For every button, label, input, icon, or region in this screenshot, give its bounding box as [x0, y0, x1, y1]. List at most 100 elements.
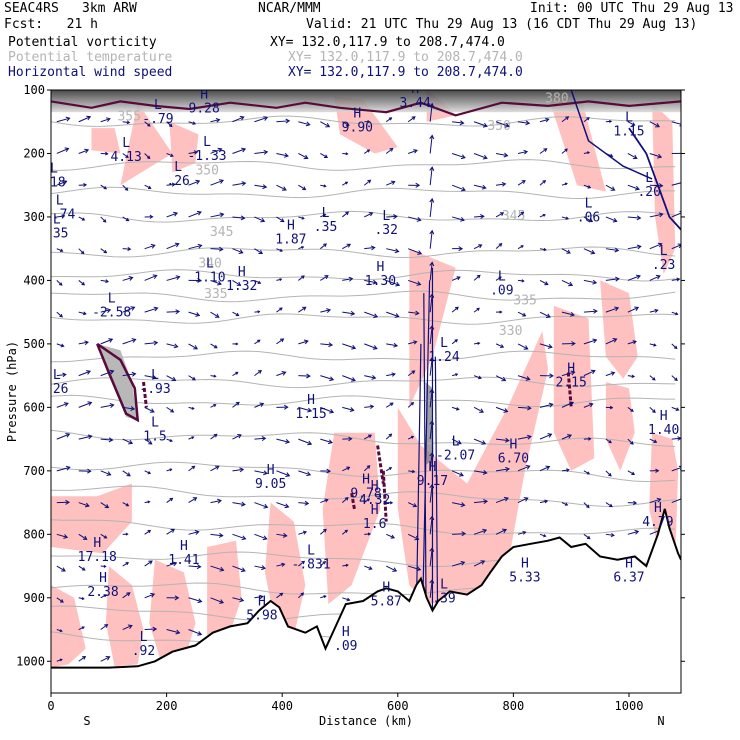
wind-vector: [605, 216, 617, 222]
wind-vector: [254, 565, 266, 569]
wind-arrowhead: [478, 244, 483, 249]
wind-vector: [100, 309, 111, 313]
wind-arrowhead: [218, 532, 224, 538]
wind-arrowhead: [460, 560, 466, 566]
wind-vector: [56, 402, 69, 408]
wind-arrowhead: [173, 211, 179, 217]
wind-arrowhead: [612, 217, 618, 223]
wind-arrowhead: [196, 210, 202, 216]
wind-arrowhead: [106, 471, 112, 476]
wind-vector: [539, 311, 551, 318]
wind-arrowhead: [192, 121, 197, 125]
wind-vector: [364, 212, 373, 218]
pv-fill-patch: [605, 382, 635, 471]
wind-arrowhead: [284, 152, 289, 158]
wind-arrowhead: [170, 528, 176, 533]
wind-vector: [276, 592, 283, 599]
wind-vector: [166, 562, 177, 567]
wind-vector: [473, 560, 485, 567]
wind-arrowhead: [372, 279, 378, 285]
wind-vector: [671, 375, 678, 381]
wind-vector: [495, 212, 504, 218]
wind-vector: [188, 121, 196, 125]
wind-arrowhead: [567, 434, 572, 439]
wind-vector: [232, 311, 239, 316]
wind-vector: [232, 182, 246, 186]
wind-vector: [298, 502, 309, 505]
wind-vector: [473, 275, 481, 281]
wind-vector: [364, 375, 376, 379]
wind-arrowhead: [656, 497, 662, 503]
wind-arrowhead: [609, 405, 614, 410]
wind-vector: [276, 307, 283, 313]
wind-vector: [429, 452, 433, 471]
wind-arrowhead: [542, 213, 546, 217]
wind-arrowhead: [104, 504, 110, 509]
wind-vector: [539, 180, 546, 186]
wind-arrowhead: [62, 180, 68, 185]
wind-arrowhead: [370, 245, 376, 251]
pv-contour-dash: [350, 492, 356, 510]
wind-arrowhead: [674, 377, 678, 382]
wind-vector: [166, 375, 176, 381]
wind-arrowhead: [175, 309, 181, 315]
wind-vector: [583, 533, 591, 540]
wind-arrowhead: [263, 503, 269, 509]
wind-vector: [210, 404, 216, 408]
wind-arrowhead: [263, 470, 268, 476]
wind-arrowhead: [235, 401, 240, 406]
pv-fill-patch: [553, 305, 595, 471]
pv-extremum-marker: L: [440, 336, 448, 351]
wind-arrowhead: [673, 345, 678, 350]
wind-arrowhead: [84, 502, 90, 508]
wind-vector: [78, 248, 85, 254]
wind-vector: [298, 153, 308, 159]
wind-vector: [429, 547, 433, 567]
wind-arrowhead: [323, 243, 327, 247]
wind-arrowhead: [61, 214, 66, 219]
pv-extremum-marker: L: [53, 212, 61, 227]
wind-arrowhead: [564, 148, 568, 152]
wind-arrowhead: [345, 211, 350, 216]
pv-extremum-marker: L: [452, 434, 460, 449]
wind-vector: [78, 311, 87, 315]
wind-vector: [561, 434, 572, 440]
wind-arrowhead: [322, 561, 327, 565]
wind-vector: [276, 338, 284, 345]
wind-vector: [605, 438, 612, 444]
x-tick-label: 1000: [615, 699, 644, 713]
wind-vector: [363, 465, 371, 472]
wind-arrowhead: [482, 528, 488, 534]
wind-vector: [100, 502, 109, 508]
wind-arrowhead: [147, 529, 152, 534]
wind-arrowhead: [391, 372, 396, 377]
pv-extremum-marker: H: [93, 536, 101, 551]
pv-fill-patch: [397, 331, 549, 605]
wind-arrowhead: [608, 472, 612, 477]
wind-vector: [386, 565, 397, 572]
wind-arrowhead: [500, 344, 505, 348]
wind-vector: [671, 343, 678, 349]
pv-extremum-marker: L: [53, 368, 61, 383]
wind-arrowhead: [395, 281, 401, 287]
wind-vector: [56, 215, 65, 218]
y-tick-label: 600: [23, 400, 45, 414]
wind-vector: [671, 182, 681, 186]
wind-vector: [56, 466, 70, 472]
pv-extremum-value: 9.28: [189, 101, 220, 116]
wind-arrowhead: [608, 440, 612, 444]
wind-arrowhead: [301, 560, 306, 565]
wind-vector: [232, 434, 242, 440]
wind-vector: [561, 148, 568, 154]
wind-arrowhead: [476, 274, 481, 279]
pv-fill-patch: [105, 566, 144, 667]
wind-arrowhead: [279, 278, 283, 282]
wind-vector: [166, 212, 178, 218]
wind-vector: [210, 597, 224, 604]
wind-arrowhead: [367, 120, 371, 124]
wind-arrowhead: [410, 401, 415, 406]
y-axis-label: Pressure (hPa): [5, 341, 19, 442]
wind-vector: [386, 279, 400, 286]
pv-extremum-marker: L: [660, 244, 668, 259]
wind-arrowhead: [499, 310, 503, 314]
